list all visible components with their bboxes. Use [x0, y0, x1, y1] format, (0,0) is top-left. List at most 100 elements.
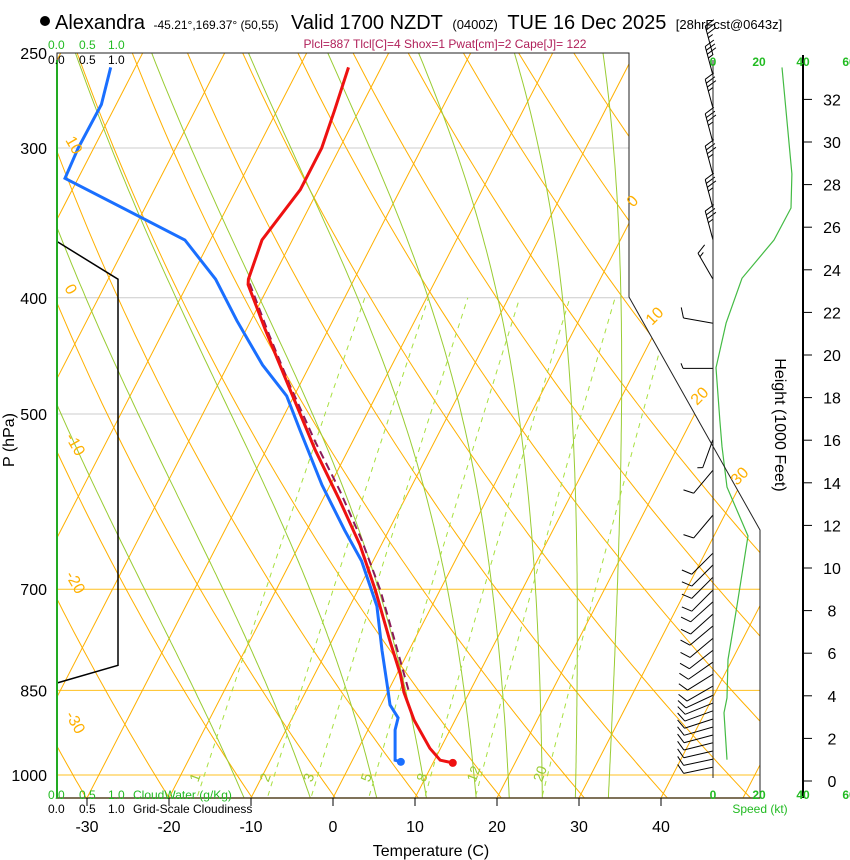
speed-tick-bottom: 60 — [842, 788, 850, 802]
barb-staff — [693, 469, 714, 494]
barb-staff — [704, 113, 714, 143]
y-tick-label: 400 — [20, 291, 47, 308]
wind-barb — [697, 439, 714, 469]
barb-flag — [707, 114, 717, 122]
barb-staff — [704, 210, 714, 241]
wind-barb — [677, 694, 714, 709]
mixing-ratio-line — [308, 297, 469, 798]
barb-staff — [704, 46, 714, 76]
dry-adiabat-line — [123, 53, 592, 798]
barb-staff — [684, 710, 714, 722]
barb-half-flag — [708, 87, 713, 92]
barb-flag — [679, 672, 689, 680]
y-tick-label: 300 — [20, 141, 47, 158]
height-tick-label: 20 — [823, 348, 841, 365]
parcel-trace — [248, 282, 410, 690]
thermo-grid — [57, 53, 760, 798]
barb-staff — [683, 317, 714, 324]
cloudiness-bottom-tick: 0.0 — [48, 802, 65, 816]
speed-tick-bottom: 40 — [796, 788, 810, 802]
adiabat-label: -10 — [62, 431, 88, 460]
speed-axis-title: Speed (kt) — [732, 802, 787, 816]
height-tick-label: 4 — [828, 689, 837, 706]
moist-adiabat-line — [74, 53, 379, 798]
mixing-ratio-line — [264, 297, 429, 798]
barb-staff — [684, 718, 714, 729]
barb-flag — [677, 764, 685, 774]
dry-adiabat-line — [57, 53, 175, 798]
height-tick-label: 10 — [823, 561, 841, 578]
wind-barb — [680, 363, 713, 369]
cloudiness-top-tick: 1.0 — [108, 53, 125, 67]
mixing-ratio-line — [366, 297, 521, 798]
barb-staff — [688, 661, 714, 680]
barb-staff — [687, 673, 714, 691]
height-tick-label: 28 — [823, 178, 841, 195]
barb-flag — [677, 706, 686, 715]
header-line: Alexandra -45.21°,169.37° (50,55) Valid … — [55, 12, 782, 34]
barb-flag — [683, 489, 694, 494]
dry-adiabat-line — [57, 53, 258, 798]
barb-flag — [681, 581, 692, 587]
moist-adiabat-line — [513, 53, 578, 798]
dry-adiabat-line — [396, 53, 760, 798]
barb-flag — [680, 307, 684, 319]
barb-half-flag — [708, 154, 713, 159]
wind-barb — [704, 39, 717, 76]
temperature-trace — [246, 66, 454, 765]
barb-flag — [707, 180, 717, 188]
barb-staff — [685, 694, 714, 709]
wind-barb — [677, 756, 714, 766]
barb-flag — [677, 756, 685, 766]
wind-barb — [680, 625, 714, 646]
cloudiness-bottom-tick: 1.0 — [108, 802, 125, 816]
speed-tick-top: 20 — [752, 55, 766, 69]
x-axis-title: Temperature (C) — [373, 843, 489, 860]
barb-flag — [707, 47, 717, 55]
barb-half-flag — [680, 363, 684, 369]
barb-staff — [691, 589, 714, 612]
cloudiness-profile — [56, 240, 119, 684]
barb-flag — [680, 651, 691, 658]
barb-flag — [677, 733, 685, 744]
wind-barb — [680, 307, 714, 324]
wind-barb — [677, 702, 714, 715]
barb-staff — [689, 625, 714, 646]
station-coords: -45.21°,169.37° (50,55) — [154, 18, 279, 32]
wind-barb — [697, 244, 714, 280]
barb-flag — [677, 700, 687, 709]
isotherm-line — [656, 53, 760, 798]
barb-flag — [678, 694, 688, 702]
x-tick-label: -20 — [157, 819, 180, 836]
height-tick-label: 24 — [823, 263, 841, 280]
barb-staff — [697, 253, 714, 280]
speed-tick-bottom: 0 — [710, 788, 717, 802]
y-tick-label: 850 — [20, 683, 47, 700]
isotherm-line — [57, 53, 155, 798]
barb-staff — [691, 552, 714, 575]
speed-tick-bottom: 20 — [752, 788, 766, 802]
dry-adiabat-line — [341, 53, 760, 798]
barb-flag — [705, 43, 716, 51]
y-axis-title: P (hPa) — [1, 413, 18, 467]
mixing-ratio-label: 1 — [186, 771, 204, 784]
surface-temperature-marker — [448, 758, 457, 767]
height-tick-label: 0 — [828, 774, 837, 791]
barb-flag — [707, 211, 717, 220]
wind-barb — [677, 726, 714, 736]
height-tick-label: 18 — [823, 391, 841, 408]
wind-barb — [704, 139, 717, 176]
x-tick-label: -30 — [75, 819, 98, 836]
wind-barb — [677, 710, 714, 722]
barb-flag — [677, 741, 685, 751]
height-tick-label: 16 — [823, 433, 841, 450]
barb-flag — [681, 569, 692, 575]
wind-barb — [679, 649, 714, 670]
height-tick-label: 30 — [823, 135, 841, 152]
wind-barb — [677, 764, 714, 774]
dry-adiabat-line — [450, 53, 760, 798]
wind-barb — [677, 741, 714, 751]
isotherm-label: 10 — [643, 304, 668, 329]
barb-flag — [680, 616, 691, 623]
cloudwater-top-tick: 0.5 — [79, 38, 96, 52]
